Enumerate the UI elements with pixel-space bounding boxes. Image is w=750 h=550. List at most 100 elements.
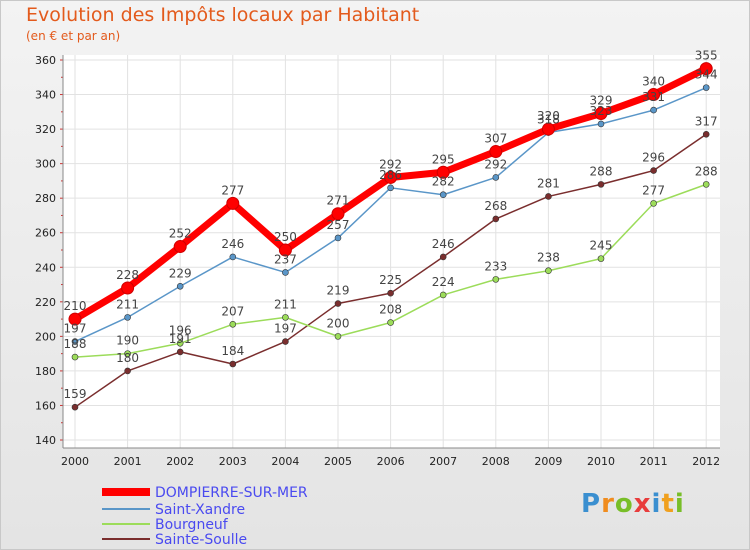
data-label-sainte-soulle: 180: [116, 351, 139, 365]
legend-label-sainte-soulle: Sainte-Soulle: [155, 532, 247, 548]
data-label-dompierre-sur-mer: 277: [221, 183, 244, 197]
data-label-bourgneuf: 190: [116, 334, 139, 348]
y-tick-label: 300: [35, 158, 56, 171]
data-point-sainte-soulle: [650, 167, 657, 174]
legend-label-dompierre-sur-mer: DOMPIERRE-SUR-MER: [155, 485, 308, 501]
data-point-dompierre-sur-mer: [541, 122, 555, 136]
data-point-bourgneuf: [545, 267, 552, 275]
y-tick-label: 140: [35, 434, 56, 447]
legend-label-bourgneuf: Bourgneuf: [155, 517, 229, 533]
data-point-bourgneuf: [702, 181, 710, 188]
data-label-dompierre-sur-mer: 307: [484, 132, 507, 146]
data-label-dompierre-sur-mer: 295: [432, 152, 455, 166]
data-point-bourgneuf: [492, 276, 500, 283]
data-label-bourgneuf: 196: [169, 323, 192, 337]
data-point-dompierre-sur-mer: [594, 107, 608, 121]
data-label-saint-xandre: 229: [169, 266, 192, 280]
data-point-bourgneuf: [334, 333, 342, 340]
x-tick-label: 2004: [271, 455, 299, 468]
x-tick-label: 2006: [377, 455, 405, 468]
data-label-bourgneuf: 207: [221, 304, 244, 318]
logo-letter: x: [633, 489, 652, 519]
data-point-saint-xandre: [124, 314, 131, 321]
data-label-saint-xandre: 237: [274, 252, 297, 266]
data-label-saint-xandre: 282: [432, 175, 455, 189]
data-point-saint-xandre: [71, 338, 79, 345]
data-label-dompierre-sur-mer: 329: [590, 94, 613, 108]
data-label-saint-xandre: 344: [695, 68, 718, 82]
data-point-sainte-soulle: [702, 130, 710, 138]
logo-letter: o: [614, 489, 634, 519]
y-tick-label: 360: [35, 54, 56, 67]
data-point-bourgneuf: [439, 291, 447, 299]
plot-area: [63, 55, 720, 448]
data-label-sainte-soulle: 296: [642, 151, 665, 165]
x-tick-label: 2010: [587, 455, 615, 468]
data-point-dompierre-sur-mer: [384, 170, 398, 184]
data-point-bourgneuf: [282, 314, 289, 321]
data-point-sainte-soulle: [282, 338, 289, 345]
data-label-sainte-soulle: 246: [432, 237, 455, 251]
data-label-saint-xandre: 318: [537, 113, 560, 127]
data-label-saint-xandre: 292: [484, 157, 507, 171]
data-label-dompierre-sur-mer: 271: [327, 194, 350, 208]
data-point-saint-xandre: [439, 191, 447, 199]
data-label-saint-xandre: 246: [221, 237, 244, 251]
data-point-dompierre-sur-mer: [331, 207, 345, 221]
data-point-bourgneuf: [229, 320, 237, 328]
data-label-saint-xandre: 211: [116, 297, 139, 311]
data-label-bourgneuf: 238: [537, 251, 560, 265]
proxiti-logo: Proxiti: [581, 489, 685, 519]
data-point-saint-xandre: [492, 174, 500, 181]
data-point-saint-xandre: [282, 269, 289, 276]
data-point-sainte-soulle: [492, 215, 500, 223]
data-label-dompierre-sur-mer: 320: [537, 109, 560, 123]
x-tick-label: 2005: [324, 455, 352, 468]
logo-letter: t: [661, 489, 675, 519]
data-label-bourgneuf: 224: [432, 275, 455, 289]
data-label-bourgneuf: 245: [590, 239, 613, 253]
data-point-saint-xandre: [650, 106, 657, 114]
y-tick-label: 200: [35, 330, 56, 343]
data-label-sainte-soulle: 197: [274, 322, 297, 336]
data-label-dompierre-sur-mer: 292: [379, 157, 402, 171]
data-point-dompierre-sur-mer: [489, 145, 503, 159]
data-label-bourgneuf: 188: [64, 337, 87, 351]
x-tick-label: 2001: [114, 455, 142, 468]
x-tick-label: 2009: [534, 455, 562, 468]
data-label-bourgneuf: 233: [484, 259, 507, 273]
x-tick-label: 2012: [692, 455, 720, 468]
data-label-bourgneuf: 200: [327, 316, 350, 330]
data-point-sainte-soulle: [334, 300, 342, 307]
data-point-sainte-soulle: [597, 181, 605, 188]
data-label-dompierre-sur-mer: 228: [116, 268, 139, 282]
data-label-saint-xandre: 257: [327, 218, 350, 232]
data-point-saint-xandre: [229, 253, 237, 261]
data-point-dompierre-sur-mer: [278, 243, 292, 257]
data-label-saint-xandre: 331: [642, 90, 665, 104]
data-point-dompierre-sur-mer: [699, 62, 713, 76]
data-label-sainte-soulle: 288: [590, 164, 613, 178]
y-tick-label: 220: [35, 296, 56, 309]
data-point-sainte-soulle: [124, 367, 131, 375]
data-point-dompierre-sur-mer: [647, 88, 661, 102]
data-label-saint-xandre: 197: [64, 322, 87, 336]
x-tick-label: 2011: [640, 455, 668, 468]
x-tick-label: 2008: [482, 455, 510, 468]
data-label-dompierre-sur-mer: 340: [642, 75, 665, 89]
data-point-sainte-soulle: [545, 193, 552, 200]
data-point-sainte-soulle: [387, 289, 394, 297]
y-tick-label: 340: [35, 89, 56, 102]
x-tick-label: 2003: [219, 455, 247, 468]
y-tick-label: 160: [35, 399, 56, 412]
data-label-saint-xandre: 286: [379, 168, 402, 182]
chart-title: Evolution des Impôts locaux par Habitant: [26, 4, 420, 26]
data-label-bourgneuf: 208: [379, 303, 402, 317]
data-point-dompierre-sur-mer: [121, 281, 135, 295]
data-label-sainte-soulle: 268: [484, 199, 507, 213]
data-point-sainte-soulle: [439, 253, 447, 261]
data-label-bourgneuf: 288: [695, 164, 718, 178]
logo-letter: P: [581, 489, 602, 519]
logo-letter: r: [601, 489, 615, 519]
